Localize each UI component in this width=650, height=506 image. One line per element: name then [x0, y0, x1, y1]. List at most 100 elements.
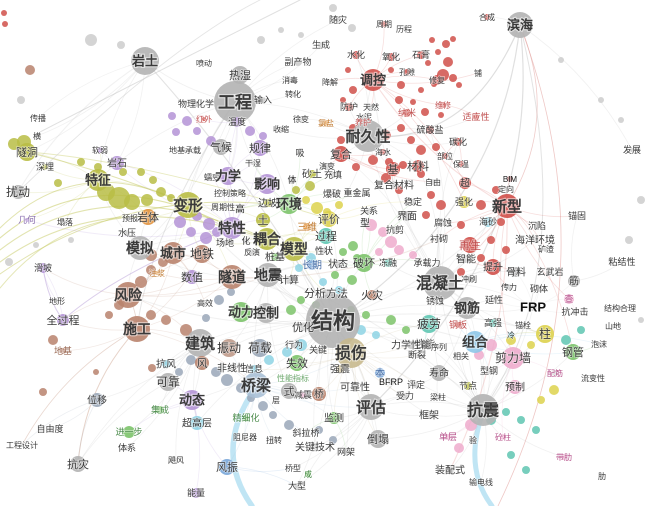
node-矿渣[interactable] [543, 246, 549, 252]
node-疲劳[interactable] [420, 315, 438, 333]
node-反演[interactable] [249, 249, 255, 255]
node-氯盐[interactable] [323, 120, 329, 126]
node-三维[interactable] [303, 223, 311, 231]
dot-node[interactable] [119, 168, 127, 176]
node-结构[interactable] [306, 294, 360, 348]
dot-node[interactable] [180, 324, 192, 336]
node-可靠[interactable] [159, 373, 177, 391]
dot-node[interactable] [349, 86, 357, 94]
node-施工[interactable] [124, 316, 150, 342]
dot-node[interactable] [537, 396, 545, 404]
node-海水[interactable] [380, 149, 386, 155]
node-抗冲击[interactable] [572, 309, 578, 315]
node-深埋[interactable] [42, 164, 48, 170]
node-随灾[interactable] [335, 17, 341, 23]
dot-node[interactable] [182, 116, 192, 126]
node-超高层[interactable] [190, 416, 204, 430]
node-传播[interactable] [36, 116, 40, 120]
node-混凝土[interactable] [423, 266, 457, 300]
dot-node[interactable] [618, 117, 624, 123]
node-自由度[interactable] [48, 427, 52, 431]
node-城市[interactable] [162, 242, 184, 264]
dot-node[interactable] [561, 335, 571, 345]
node-天然[interactable] [368, 104, 374, 110]
node-承载力[interactable] [424, 260, 430, 266]
node-评估[interactable] [358, 394, 384, 420]
dot-node[interactable] [298, 32, 304, 38]
node-抗震[interactable] [467, 394, 499, 426]
node-破坏[interactable] [355, 254, 373, 272]
node-环境[interactable] [279, 194, 299, 214]
node-边坡[interactable] [264, 199, 272, 207]
node-信息[interactable] [250, 365, 258, 373]
node-型[interactable] [361, 219, 369, 227]
dot-node[interactable] [502, 246, 510, 254]
node-本[interactable] [375, 368, 385, 378]
dot-node[interactable] [211, 367, 221, 377]
dot-node[interactable] [258, 401, 268, 411]
dot-node[interactable] [137, 168, 145, 176]
dot-node[interactable] [33, 242, 39, 248]
node-配筋[interactable] [552, 370, 558, 376]
dot-node[interactable] [449, 74, 457, 82]
node-强震[interactable] [336, 365, 344, 373]
node-流变性[interactable] [591, 376, 595, 380]
node-工程设计[interactable] [20, 443, 24, 447]
node-FRP[interactable] [529, 303, 537, 311]
node-地基承载[interactable] [183, 148, 187, 152]
dot-node[interactable] [335, 286, 343, 294]
dot-node[interactable] [454, 443, 464, 453]
node-热湿[interactable] [231, 66, 249, 84]
node-全过程[interactable] [57, 314, 69, 326]
dot-node[interactable] [339, 248, 347, 256]
node-地形[interactable] [55, 299, 59, 303]
node-砂土[interactable] [308, 170, 316, 178]
node-智能[interactable] [462, 255, 470, 263]
node-优化[interactable] [299, 323, 307, 331]
dot-node[interactable] [442, 40, 450, 48]
node-徐变[interactable] [298, 116, 304, 122]
node-稳定[interactable] [410, 199, 416, 205]
dot-node[interactable] [527, 341, 535, 349]
node-减震[interactable] [300, 392, 306, 398]
node-高效[interactable] [203, 301, 207, 305]
node-倒塌[interactable] [369, 430, 387, 448]
dot-node[interactable] [200, 232, 212, 244]
node-预报[interactable] [128, 216, 132, 220]
node-体[interactable] [288, 176, 296, 184]
node-非线性[interactable] [228, 364, 236, 372]
dot-node[interactable] [311, 202, 323, 214]
dot-node[interactable] [418, 87, 424, 93]
node-评定[interactable] [413, 382, 419, 388]
node-火灾[interactable] [367, 290, 377, 300]
node-损伤[interactable] [336, 338, 366, 368]
dot-node[interactable] [335, 201, 343, 209]
node-孔隙[interactable] [404, 69, 410, 75]
node-桥[interactable] [312, 387, 326, 401]
dot-node[interactable] [105, 311, 113, 319]
dot-node[interactable] [409, 251, 417, 259]
dot-node[interactable] [269, 411, 277, 419]
node-高[interactable] [236, 205, 244, 213]
node-延性[interactable] [491, 297, 497, 303]
node-材料[interactable] [412, 160, 424, 172]
node-行为[interactable] [291, 342, 297, 348]
dot-node[interactable] [302, 196, 310, 204]
dot-node[interactable] [340, 97, 346, 103]
dot-node[interactable] [146, 310, 156, 320]
node-土[interactable] [256, 213, 270, 227]
dot-node[interactable] [598, 97, 604, 103]
node-组合[interactable] [464, 331, 486, 353]
node-抗剪[interactable] [392, 227, 398, 233]
dot-node[interactable] [347, 275, 357, 285]
dot-node[interactable] [477, 254, 485, 262]
node-相关[interactable] [459, 354, 463, 358]
node-可靠性[interactable] [351, 383, 359, 391]
dot-node[interactable] [278, 27, 284, 33]
dot-node[interactable] [245, 126, 255, 136]
node-动力[interactable] [231, 302, 251, 322]
dot-node[interactable] [385, 236, 397, 248]
node-特性[interactable] [221, 217, 243, 239]
node-耐久性[interactable] [352, 120, 384, 152]
dot-node[interactable] [25, 65, 35, 75]
